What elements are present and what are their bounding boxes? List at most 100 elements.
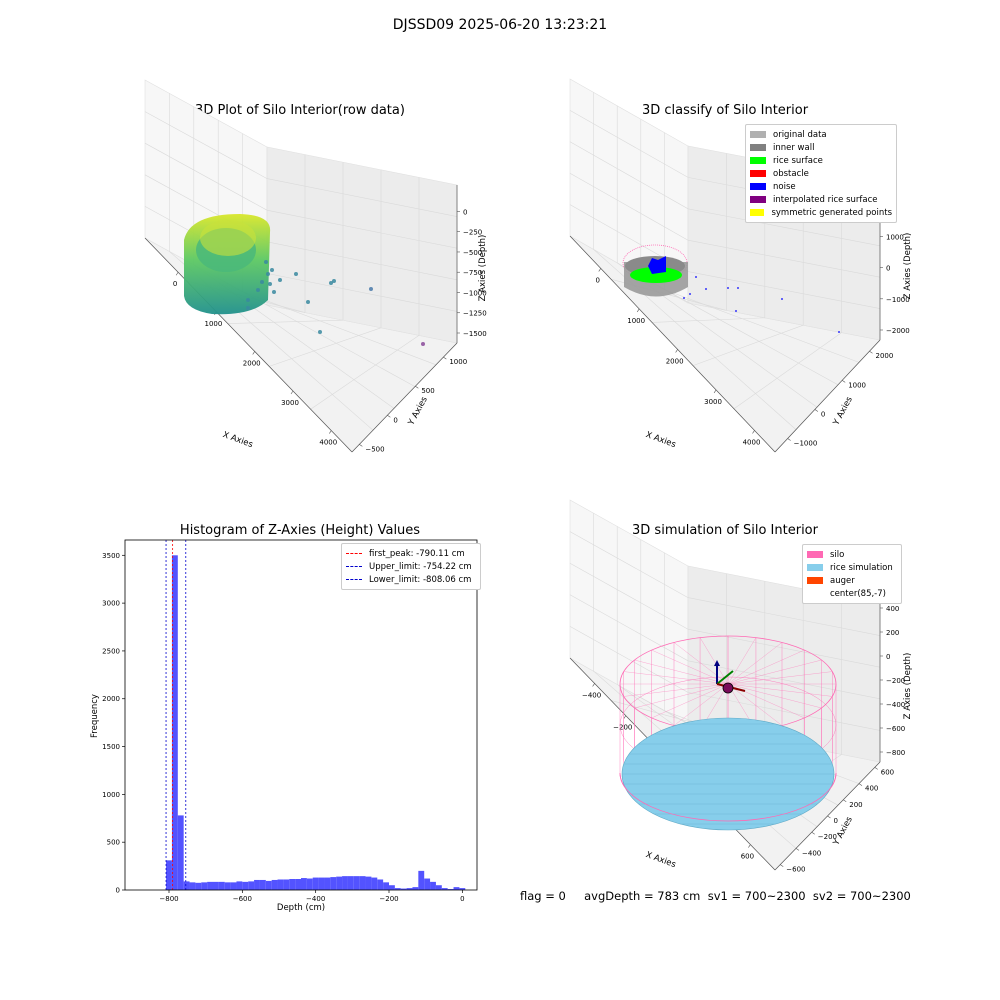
- legend-swatch: [807, 551, 823, 558]
- x-tick-label: 0: [596, 276, 600, 284]
- gridline: [569, 626, 881, 731]
- legend-label: center(85,-7): [830, 588, 886, 599]
- z-tick-label: −600: [886, 725, 905, 733]
- legend-item: noise: [750, 180, 892, 193]
- x-tick-label: −800: [159, 895, 178, 903]
- histogram-bar: [301, 878, 307, 890]
- outlier-point: [318, 330, 322, 334]
- x-tick-label: 4000: [319, 439, 337, 447]
- silo-roof-wire: [727, 659, 822, 685]
- noise-point: [695, 276, 697, 278]
- histogram-bar: [283, 879, 290, 890]
- gridline: [651, 317, 765, 323]
- y-tick-mark: [874, 767, 878, 770]
- x-tick-label: −400: [582, 691, 601, 699]
- x-axis-line: [144, 237, 353, 453]
- y-tick-mark: [842, 380, 846, 383]
- histogram-bar: [213, 881, 219, 890]
- histogram-bar: [201, 882, 208, 890]
- histogram-bar: [430, 881, 436, 890]
- histogram-bar: [459, 888, 466, 890]
- noise-point: [838, 331, 840, 333]
- z-tick-label: −200: [886, 677, 905, 685]
- y-tick-label: −1000: [794, 440, 818, 448]
- x-tick-label: 0: [173, 280, 177, 288]
- x-tick-label: 2000: [666, 357, 684, 365]
- outlier-point: [294, 272, 298, 276]
- x-tick-label: 1000: [205, 320, 223, 328]
- histogram-bar: [353, 876, 360, 890]
- histogram-bar: [242, 881, 249, 890]
- legend-item: inner wall: [750, 141, 892, 154]
- histogram-bar: [359, 876, 366, 890]
- legend-item: rice simulation: [807, 561, 897, 574]
- legend-swatch: [807, 564, 823, 571]
- gridline: [242, 291, 437, 366]
- histogram-bar: [336, 876, 343, 890]
- gridline: [664, 289, 860, 363]
- histogram-bar: [177, 815, 184, 890]
- histogram-bar: [312, 877, 319, 890]
- x-tick-label: 3000: [704, 398, 722, 406]
- x-tick-mark: [748, 844, 751, 848]
- silo-front-rim: [619, 772, 837, 822]
- histogram-bar: [383, 882, 389, 890]
- gridline: [227, 319, 344, 324]
- silo-roof-wire: [727, 671, 833, 685]
- histogram-bar: [447, 889, 454, 890]
- histogram-bar: [207, 881, 213, 890]
- noise-point: [727, 287, 729, 289]
- y-tick-label: 0: [834, 817, 838, 825]
- gridline: [569, 562, 881, 668]
- outlier-point: [421, 342, 425, 346]
- z-tick-label: −800: [886, 749, 905, 757]
- panel2-title: 3D classify of Silo Interior: [641, 103, 809, 118]
- histogram-bar: [183, 881, 190, 890]
- x-tick-label: 4000: [743, 438, 761, 446]
- y-tick-mark: [443, 356, 447, 360]
- y-tick-mark: [869, 350, 873, 354]
- histogram-bar: [218, 881, 225, 890]
- noise-point: [683, 297, 685, 299]
- histogram-bar: [418, 870, 425, 890]
- classify-legend: original data inner wall rice surface ob…: [745, 124, 897, 223]
- y-tick-label: 0: [116, 887, 120, 895]
- y-tick-label: 400: [865, 785, 878, 793]
- z-tick-label: 0: [463, 208, 467, 216]
- outlier-point: [306, 300, 310, 304]
- outlier-point: [246, 298, 250, 302]
- histogram-legend: first_peak: -790.11 cm Upper_limit: -754…: [341, 543, 481, 590]
- silo-roof-wire: [727, 637, 757, 685]
- z-axis-label: Z Axies (Depth): [903, 653, 913, 720]
- silo-roof-wire: [727, 649, 805, 685]
- histogram-bar: [424, 878, 431, 890]
- y-tick-mark: [795, 848, 800, 851]
- noise-point: [689, 293, 691, 295]
- z-axis-label: Z Axies (Depth): [903, 233, 913, 300]
- histogram-bar: [271, 879, 278, 890]
- legend-label: silo: [830, 549, 845, 560]
- gridline: [569, 141, 881, 247]
- y-axis-label: Y Axies: [406, 395, 430, 428]
- legend-swatch: [750, 183, 766, 190]
- y-tick-mark: [780, 864, 784, 867]
- histogram-bar: [259, 879, 266, 890]
- legend-item: silo: [807, 548, 897, 561]
- legend-swatch: [807, 577, 823, 584]
- x-axis-label: X Axies: [644, 850, 677, 870]
- y-tick-label: −600: [786, 866, 805, 874]
- histogram-bar: [236, 881, 243, 890]
- histogram-bar: [365, 876, 372, 890]
- y-tick-label: 0: [821, 410, 825, 418]
- legend-item: auger: [807, 574, 897, 587]
- y-tick-mark: [787, 438, 791, 441]
- x-axis-label: X Axies: [221, 430, 254, 450]
- legend-swatch: [750, 131, 766, 138]
- legend-label: auger: [830, 575, 855, 586]
- z-tick-label: 400: [886, 605, 899, 613]
- legend-swatch: [750, 144, 766, 151]
- y-tick-mark: [387, 415, 391, 418]
- legend-label: interpolated rice surface: [773, 194, 878, 205]
- histogram-bar: [166, 860, 172, 890]
- histogram-bar: [412, 887, 419, 890]
